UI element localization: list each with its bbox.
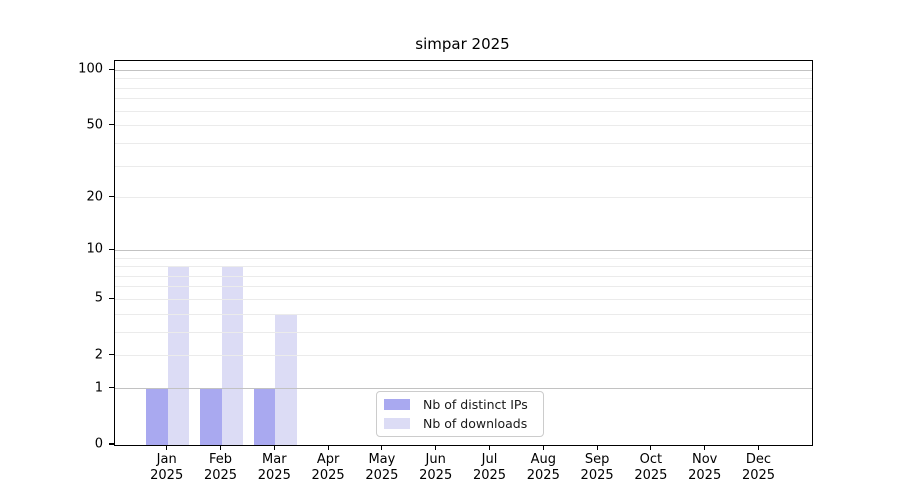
x-tick-label: Mar 2025 bbox=[257, 452, 291, 483]
bar bbox=[200, 388, 222, 445]
gridline bbox=[115, 69, 812, 71]
gridline bbox=[115, 87, 812, 89]
y-tick-mark bbox=[109, 387, 114, 389]
x-tick-mark bbox=[381, 445, 383, 450]
legend-swatch-downloads bbox=[384, 418, 410, 429]
gridline bbox=[115, 142, 812, 144]
x-tick-label: Feb 2025 bbox=[203, 452, 238, 483]
gridline bbox=[115, 266, 812, 268]
y-tick-label: 0 bbox=[94, 436, 103, 452]
legend-label-downloads: Nb of downloads bbox=[423, 416, 528, 431]
gridline bbox=[115, 78, 812, 80]
x-tick-label: Jul 2025 bbox=[472, 452, 507, 483]
bar bbox=[275, 314, 297, 445]
y-tick-label: 1 bbox=[94, 380, 103, 396]
x-tick-label: Nov 2025 bbox=[688, 452, 722, 483]
x-tick-mark bbox=[542, 445, 544, 450]
gridline bbox=[115, 165, 812, 167]
x-tick-mark bbox=[488, 445, 491, 450]
gridline bbox=[115, 313, 812, 315]
gridline bbox=[115, 125, 812, 127]
x-tick-mark bbox=[596, 445, 598, 450]
plot-area bbox=[114, 60, 813, 446]
legend-label-distinct-ips: Nb of distinct IPs bbox=[423, 397, 528, 412]
y-tick-label: 2 bbox=[94, 347, 103, 363]
x-tick-label: Jun 2025 bbox=[419, 452, 453, 483]
y-tick-mark bbox=[109, 124, 114, 126]
y-tick-mark bbox=[109, 248, 114, 250]
chart-title: simpar 2025 bbox=[415, 35, 510, 53]
y-tick-mark bbox=[109, 196, 114, 198]
gridline bbox=[115, 275, 812, 277]
gridline bbox=[115, 257, 812, 259]
x-tick-label: Jan 2025 bbox=[150, 452, 184, 483]
gridline bbox=[115, 110, 812, 112]
x-tick-label: Apr 2025 bbox=[311, 452, 345, 483]
x-tick-label: Dec 2025 bbox=[741, 452, 776, 483]
x-tick-mark bbox=[757, 445, 760, 450]
x-tick-mark bbox=[219, 445, 222, 450]
gridline bbox=[115, 331, 812, 333]
gridline bbox=[115, 388, 812, 390]
gridline bbox=[115, 286, 812, 288]
gridline bbox=[115, 298, 812, 300]
gridline bbox=[115, 197, 812, 199]
legend-swatch-distinct-ips bbox=[384, 399, 410, 410]
bar bbox=[146, 388, 168, 445]
y-tick-mark bbox=[109, 443, 114, 445]
x-tick-mark bbox=[273, 445, 275, 450]
x-tick-mark bbox=[704, 445, 706, 450]
y-tick-label: 5 bbox=[94, 290, 103, 306]
x-tick-mark bbox=[166, 445, 168, 450]
x-tick-label: May 2025 bbox=[365, 452, 399, 483]
y-tick-label: 50 bbox=[86, 117, 103, 133]
x-tick-label: Aug 2025 bbox=[526, 452, 560, 483]
gridline bbox=[115, 249, 812, 251]
legend-item-downloads: Nb of downloads bbox=[384, 416, 543, 431]
y-tick-label: 100 bbox=[78, 61, 103, 77]
y-tick-mark bbox=[109, 297, 114, 300]
y-tick-mark bbox=[109, 354, 114, 356]
gridline bbox=[115, 355, 812, 357]
legend-item-distinct-ips: Nb of distinct IPs bbox=[384, 397, 543, 412]
legend: Nb of distinct IPs Nb of downloads bbox=[376, 391, 544, 437]
gridline bbox=[115, 98, 812, 100]
x-tick-label: Sep 2025 bbox=[580, 452, 614, 483]
x-tick-mark bbox=[327, 445, 329, 450]
x-tick-label: Oct 2025 bbox=[634, 452, 668, 483]
y-tick-label: 20 bbox=[86, 189, 103, 205]
x-tick-mark bbox=[650, 445, 652, 450]
x-tick-mark bbox=[435, 445, 437, 450]
bar bbox=[253, 388, 276, 445]
grid-layer bbox=[115, 61, 812, 445]
y-tick-label: 10 bbox=[86, 241, 103, 257]
y-tick-mark bbox=[109, 68, 114, 70]
